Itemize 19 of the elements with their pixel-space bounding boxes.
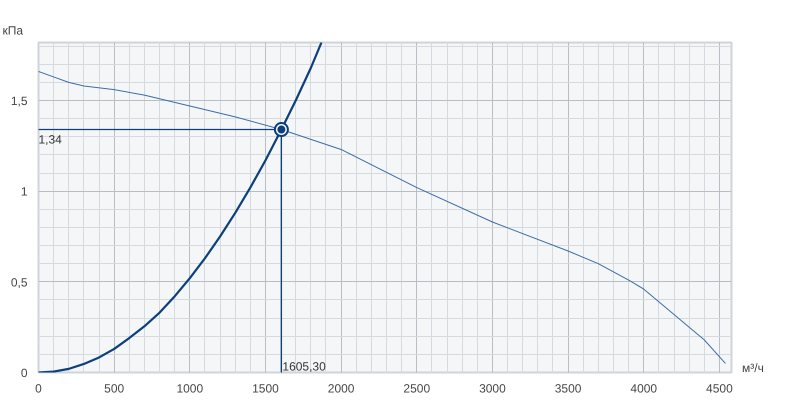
x-tick-label: 500: [104, 382, 124, 396]
x-tick-label: 1500: [252, 382, 280, 396]
x-tick-label: 2500: [403, 382, 430, 396]
y-tick-label: 0: [20, 366, 28, 380]
x-tick-label: 0: [35, 382, 42, 396]
x-tick-label: 4000: [630, 382, 658, 396]
y-tick-label: 1,5: [10, 94, 28, 108]
x-tick-label: 2000: [328, 382, 355, 396]
x-axis-title: м³/ч: [742, 360, 764, 377]
y-axis-title: кПа: [2, 24, 24, 38]
x-tick-label: 1000: [176, 382, 204, 396]
x-tick-label: 3000: [479, 382, 506, 396]
line-series: [38, 71, 726, 364]
x-tick-label: 3500: [554, 382, 582, 396]
ref-line-label: 1,34: [38, 132, 62, 147]
y-tick-label: 0,5: [10, 275, 28, 290]
y-tick-label: 1: [20, 184, 28, 199]
x-tick-label: 4500: [706, 382, 734, 396]
ref-line-label: 1605,30: [282, 360, 326, 374]
